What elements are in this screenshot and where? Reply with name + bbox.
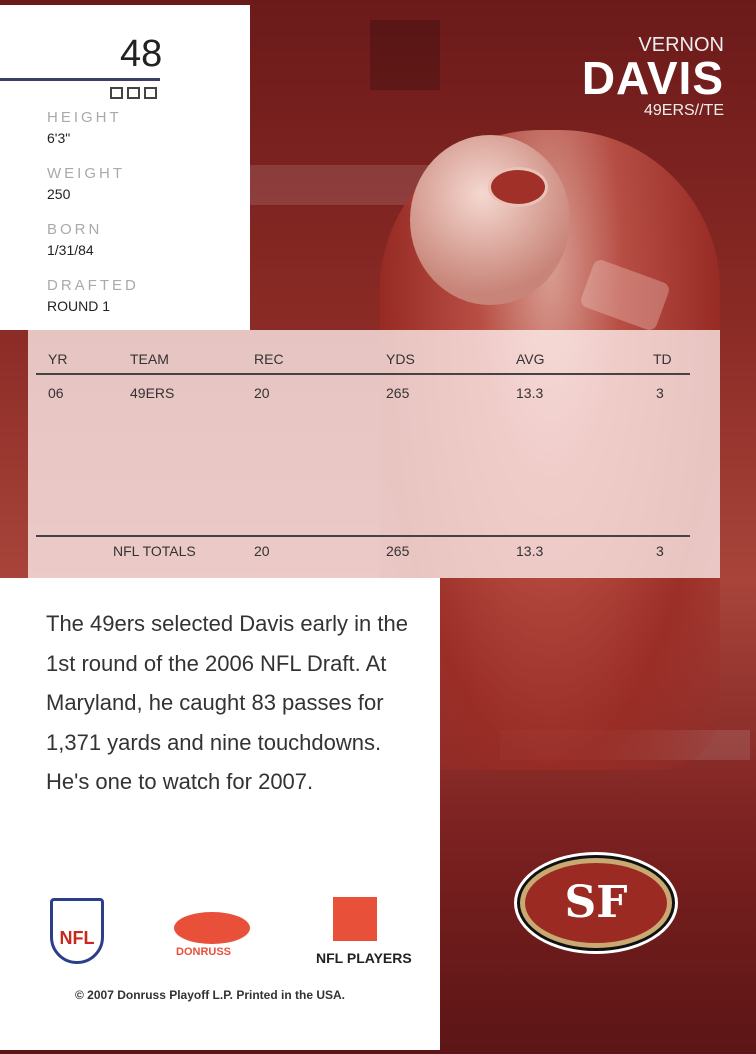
pixel-decoration <box>370 20 440 90</box>
divider <box>36 373 690 375</box>
player-first-name: VERNON <box>638 34 724 56</box>
totals-td: 3 <box>656 543 664 559</box>
header-rec: REC <box>254 351 284 367</box>
cell-team: 49ERS <box>130 385 175 401</box>
copyright: © 2007 Donruss Playoff L.P. Printed in t… <box>75 988 346 1002</box>
height-value: 6'3" <box>47 130 71 146</box>
nfl-players-logo <box>333 897 377 941</box>
bio-panel <box>0 578 440 1050</box>
cell-avg: 13.3 <box>516 385 544 401</box>
header-yds: YDS <box>386 351 415 367</box>
nfl-logo: NFL <box>50 898 104 964</box>
cell-yr: 06 <box>48 385 64 401</box>
header-team: TEAM <box>130 351 169 367</box>
player-last-name: DAVIS <box>581 52 724 104</box>
divider <box>36 535 690 537</box>
weight-label: WEIGHT <box>47 165 125 182</box>
bio-text: The 49ers selected Davis early in the 1s… <box>46 611 408 794</box>
totals-label: NFL TOTALS <box>113 543 196 559</box>
card-number: 48 <box>120 33 163 75</box>
cell-rec: 20 <box>254 385 270 401</box>
weight-value: 250 <box>47 186 71 202</box>
born-value: 1/31/84 <box>47 242 94 258</box>
totals-row: NFL TOTALS 20 265 13.3 3 <box>28 542 720 560</box>
totals-avg: 13.3 <box>516 543 544 559</box>
table-row: 06 49ERS 20 265 13.3 3 <box>28 384 720 402</box>
donruss-logo <box>174 912 250 944</box>
player-helmet <box>410 135 570 305</box>
team-position: 49ERS//TE <box>643 102 724 119</box>
donruss-label: DONRUSS <box>176 946 232 958</box>
totals-rec: 20 <box>254 543 270 559</box>
cell-td: 3 <box>656 385 664 401</box>
cell-yds: 265 <box>386 385 410 401</box>
header-avg: AVG <box>516 351 545 367</box>
vitals-panel: 48 HEIGHT 6'3" WEIGHT 250 BORN 1/31/84 D… <box>0 5 250 330</box>
nfl-players-label: NFL PLAYERS <box>316 950 412 966</box>
born-label: BORN <box>47 221 103 238</box>
drafted-label: DRAFTED <box>47 277 139 294</box>
stats-table: YR TEAM REC YDS AVG TD 06 49ERS 20 265 1… <box>28 330 720 578</box>
height-label: HEIGHT <box>47 109 122 126</box>
totals-yds: 265 <box>386 543 410 559</box>
team-logo: SF <box>520 858 672 948</box>
header-td: TD <box>653 351 672 367</box>
box-icons <box>110 87 157 99</box>
divider <box>0 78 160 81</box>
header-yr: YR <box>48 351 68 367</box>
drafted-value: ROUND 1 <box>47 298 111 314</box>
stats-header: YR TEAM REC YDS AVG TD <box>28 350 720 368</box>
helmet-logo <box>488 167 548 207</box>
